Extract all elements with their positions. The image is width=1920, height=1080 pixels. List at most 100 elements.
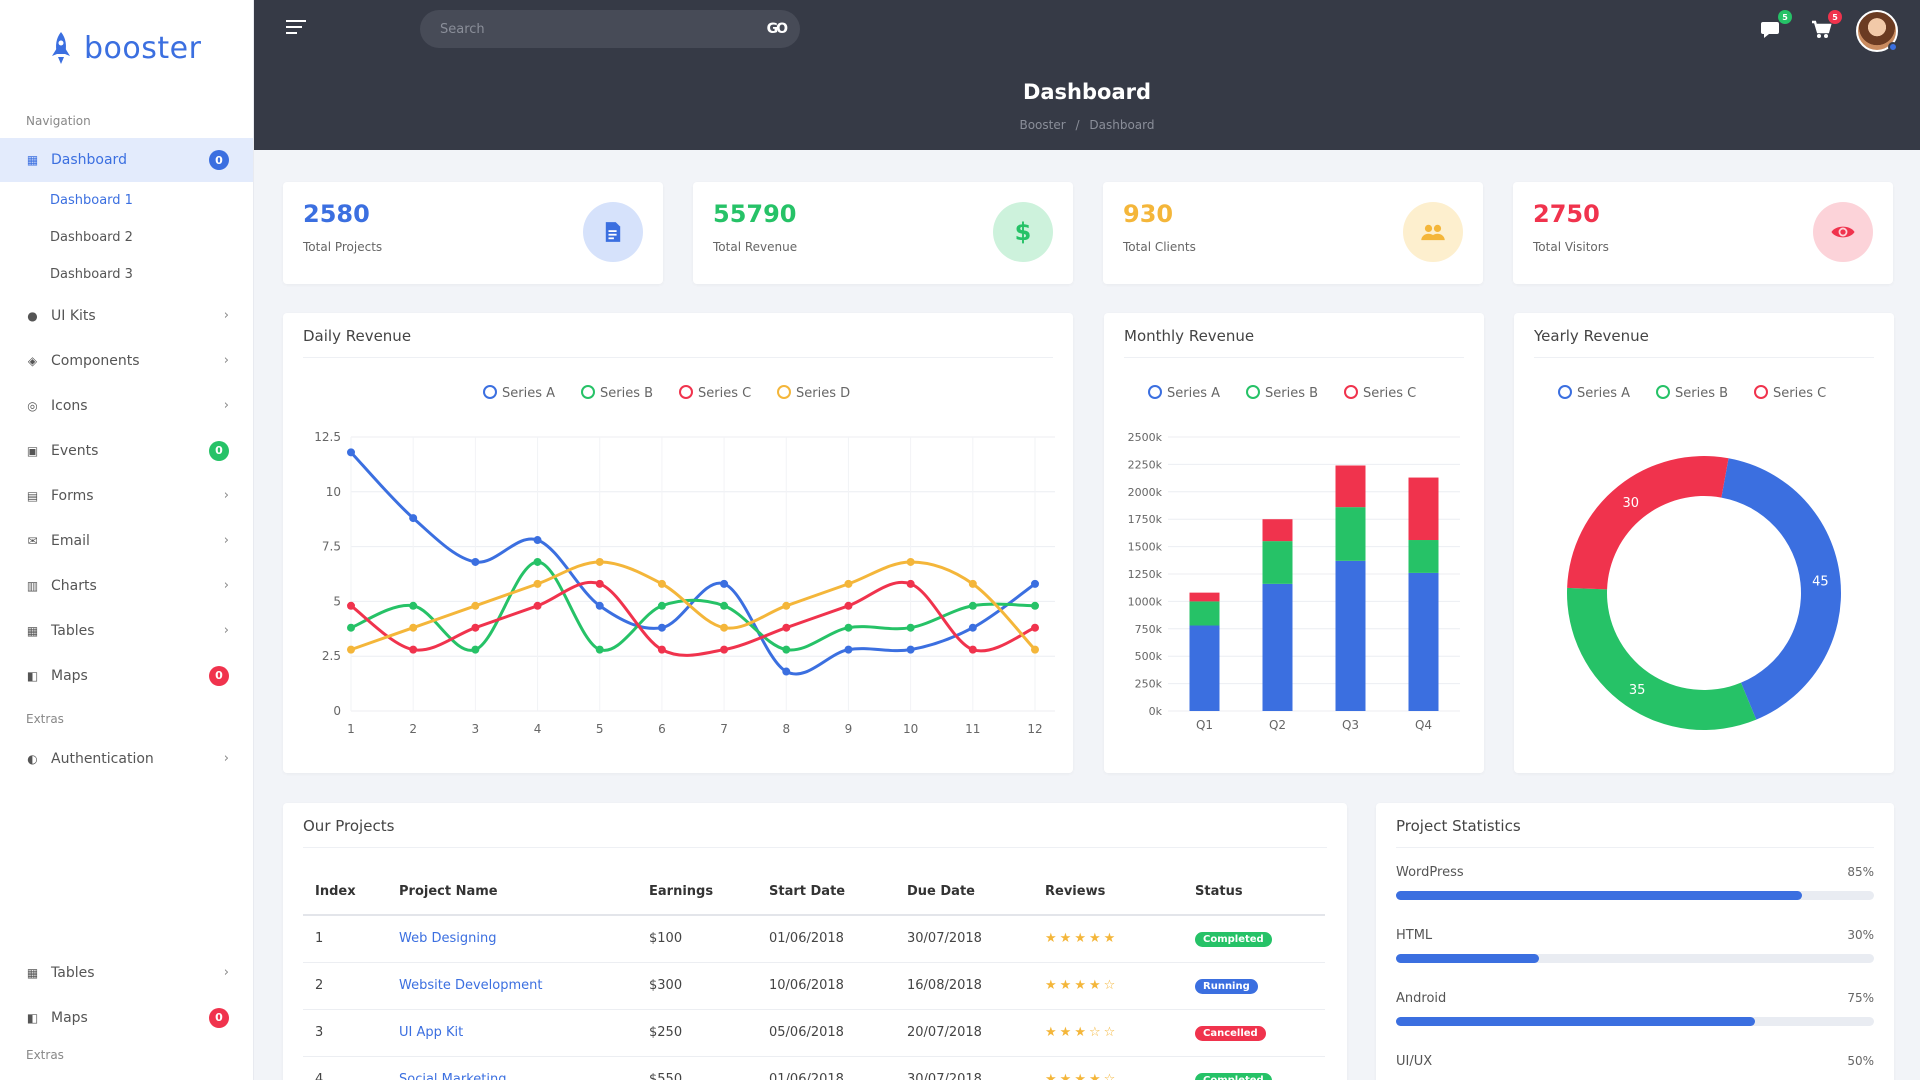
bar-segment[interactable] bbox=[1335, 560, 1366, 711]
data-point[interactable] bbox=[844, 645, 853, 654]
sidebar-subitem[interactable]: Dashboard 1 bbox=[50, 193, 133, 208]
bar-segment[interactable] bbox=[1189, 601, 1220, 626]
legend-item[interactable]: Series A bbox=[483, 385, 555, 401]
legend-item[interactable]: Series B bbox=[581, 385, 653, 401]
data-point[interactable] bbox=[1031, 645, 1039, 654]
bar-segment[interactable] bbox=[1408, 572, 1439, 711]
column-header[interactable]: Due Date bbox=[895, 869, 1033, 916]
data-point[interactable] bbox=[906, 579, 915, 588]
data-point[interactable] bbox=[409, 623, 418, 632]
data-point[interactable] bbox=[657, 645, 666, 654]
bar-segment[interactable] bbox=[1408, 477, 1439, 541]
column-header[interactable]: Earnings bbox=[637, 869, 757, 916]
data-point[interactable] bbox=[533, 601, 542, 610]
data-point[interactable] bbox=[409, 645, 418, 654]
sidebar-item-email[interactable]: ✉ Email › bbox=[0, 518, 253, 563]
brand-logo[interactable]: booster bbox=[0, 0, 253, 96]
project-name-link[interactable]: Social Marketing bbox=[399, 1072, 507, 1080]
bar-segment[interactable] bbox=[1262, 541, 1293, 584]
data-point[interactable] bbox=[533, 536, 542, 545]
data-point[interactable] bbox=[409, 601, 418, 610]
data-point[interactable] bbox=[968, 623, 977, 632]
data-point[interactable] bbox=[968, 579, 977, 588]
data-point[interactable] bbox=[471, 601, 480, 610]
data-point[interactable] bbox=[471, 645, 480, 654]
data-point[interactable] bbox=[347, 623, 355, 632]
column-header[interactable]: Project Name bbox=[387, 869, 637, 916]
column-header[interactable]: Reviews bbox=[1033, 869, 1183, 916]
menu-toggle-icon[interactable] bbox=[286, 20, 310, 40]
data-point[interactable] bbox=[657, 623, 666, 632]
data-point[interactable] bbox=[533, 579, 542, 588]
data-point[interactable] bbox=[595, 601, 604, 610]
data-point[interactable] bbox=[906, 623, 915, 632]
data-point[interactable] bbox=[968, 601, 977, 610]
legend-item[interactable]: Series B bbox=[1656, 385, 1728, 401]
sidebar-item-tables[interactable]: ▦ Tables › bbox=[0, 608, 253, 653]
sidebar-item-maps[interactable]: ◧ Maps 0 bbox=[0, 995, 253, 1040]
data-point[interactable] bbox=[409, 514, 418, 523]
data-point[interactable] bbox=[347, 448, 355, 457]
sidebar-item-authentication[interactable]: ◐ Authentication › bbox=[0, 736, 253, 781]
data-point[interactable] bbox=[720, 579, 729, 588]
sidebar-item-charts[interactable]: ▥ Charts › bbox=[0, 563, 253, 608]
data-point[interactable] bbox=[782, 645, 791, 654]
data-point[interactable] bbox=[720, 601, 729, 610]
data-point[interactable] bbox=[906, 645, 915, 654]
sidebar-item-events[interactable]: ▣ Events 0 bbox=[0, 428, 253, 473]
data-point[interactable] bbox=[844, 601, 853, 610]
data-point[interactable] bbox=[720, 623, 729, 632]
data-point[interactable] bbox=[595, 579, 604, 588]
donut-slice[interactable] bbox=[1567, 587, 1757, 730]
table-row[interactable]: 4 Social Marketing $550 01/06/2018 30/07/201… bbox=[303, 1056, 1325, 1080]
table-row[interactable]: 3 UI App Kit $250 05/06/2018 20/07/2018 ★★★☆☆… bbox=[303, 1009, 1325, 1057]
donut-slice[interactable] bbox=[1567, 456, 1729, 590]
cart-icon[interactable]: 5 bbox=[1810, 10, 1842, 40]
data-point[interactable] bbox=[471, 623, 480, 632]
data-point[interactable] bbox=[657, 579, 666, 588]
sidebar-item-dashboard[interactable]: ▦ Dashboard 0 bbox=[0, 138, 253, 182]
user-avatar[interactable] bbox=[1856, 10, 1898, 52]
sidebar-item-forms[interactable]: ▤ Forms › bbox=[0, 473, 253, 518]
table-row[interactable]: 1 Web Designing $100 01/06/2018 30/07/2018 ★★… bbox=[303, 915, 1325, 963]
sidebar-subitem[interactable]: Dashboard 3 bbox=[50, 267, 133, 282]
legend-item[interactable]: Series D bbox=[777, 385, 850, 401]
column-header[interactable]: Start Date bbox=[757, 869, 895, 916]
column-header[interactable]: Status bbox=[1183, 869, 1325, 916]
data-point[interactable] bbox=[595, 557, 604, 566]
legend-item[interactable]: Series C bbox=[1344, 385, 1416, 401]
bar-segment[interactable] bbox=[1262, 519, 1293, 542]
bar-segment[interactable] bbox=[1189, 625, 1220, 711]
data-point[interactable] bbox=[720, 645, 729, 654]
data-point[interactable] bbox=[844, 579, 853, 588]
data-point[interactable] bbox=[533, 557, 542, 566]
data-point[interactable] bbox=[347, 645, 355, 654]
data-point[interactable] bbox=[906, 557, 915, 566]
bar-segment[interactable] bbox=[1408, 540, 1439, 573]
data-point[interactable] bbox=[1031, 623, 1039, 632]
bar-segment[interactable] bbox=[1262, 583, 1293, 711]
table-row[interactable]: 2 Website Development $300 10/06/2018 16/08/… bbox=[303, 962, 1325, 1010]
data-point[interactable] bbox=[782, 601, 791, 610]
bar-segment[interactable] bbox=[1335, 465, 1366, 508]
project-name-link[interactable]: Web Designing bbox=[399, 931, 497, 947]
data-point[interactable] bbox=[595, 645, 604, 654]
chat-icon[interactable]: 5 bbox=[1760, 10, 1792, 40]
data-point[interactable] bbox=[1031, 601, 1039, 610]
data-point[interactable] bbox=[347, 601, 355, 610]
data-point[interactable] bbox=[782, 623, 791, 632]
sidebar-item-icons[interactable]: ◎ Icons › bbox=[0, 383, 253, 428]
breadcrumb-home-link[interactable]: Booster bbox=[1019, 118, 1066, 132]
bar-segment[interactable] bbox=[1335, 507, 1366, 561]
sidebar-item-components[interactable]: ◈ Components › bbox=[0, 338, 253, 383]
search-input[interactable] bbox=[440, 21, 767, 37]
data-point[interactable] bbox=[968, 645, 977, 654]
legend-item[interactable]: Series A bbox=[1558, 385, 1630, 401]
project-name-link[interactable]: UI App Kit bbox=[399, 1025, 464, 1040]
search-go-button[interactable]: GO bbox=[766, 21, 788, 37]
sidebar-subitem[interactable]: Dashboard 2 bbox=[50, 230, 133, 245]
legend-item[interactable]: Series A bbox=[1148, 385, 1220, 401]
data-point[interactable] bbox=[782, 667, 791, 676]
data-point[interactable] bbox=[657, 601, 666, 610]
legend-item[interactable]: Series C bbox=[1754, 385, 1826, 401]
